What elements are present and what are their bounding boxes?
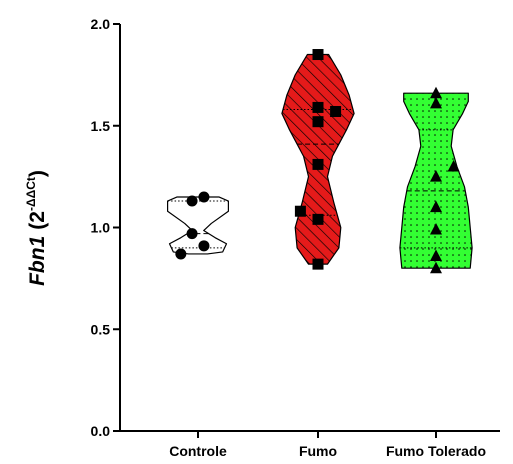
data-point-circle — [175, 248, 187, 260]
data-point-triangle — [430, 200, 442, 213]
data-point-triangle — [430, 223, 442, 235]
data-point-triangle — [447, 159, 460, 172]
data-point-square — [330, 106, 342, 118]
data-point-circle — [186, 195, 198, 207]
violin-body — [167, 196, 229, 255]
y-tick-label: 1.0 — [91, 220, 111, 236]
y-tick-label: 2.0 — [91, 16, 111, 32]
data-point-square — [312, 116, 324, 128]
y-tick-label: 1.5 — [91, 118, 111, 134]
data-point-square — [312, 258, 324, 270]
data-point-circle — [198, 240, 210, 252]
axes: 0.0 0.5 1.0 1.5 2.0 Controle Fumo Fumo Tolerado — [91, 16, 500, 459]
data-point-triangle — [430, 96, 442, 109]
data-point-triangle — [430, 261, 442, 274]
data-point-square — [312, 158, 324, 170]
data-point-triangle — [430, 249, 442, 261]
data-point-square — [294, 205, 306, 217]
data-point-triangle — [430, 170, 442, 182]
x-category-label: Fumo — [299, 443, 337, 459]
data-point-square — [312, 213, 324, 225]
y-tick-label: 0.0 — [91, 423, 111, 439]
y-tick-label: 0.5 — [91, 321, 111, 337]
data-point-square — [312, 101, 324, 113]
x-category-label: Controle — [169, 443, 227, 459]
data-point-circle — [186, 228, 198, 240]
data-point-triangle — [430, 86, 442, 99]
x-category-label: Fumo Tolerado — [386, 443, 486, 459]
data-point-square — [312, 49, 324, 61]
y-axis-title: Fbn1(2-ΔΔCt) — [24, 170, 49, 286]
data-point-circle — [198, 191, 210, 203]
data-points — [175, 49, 460, 274]
